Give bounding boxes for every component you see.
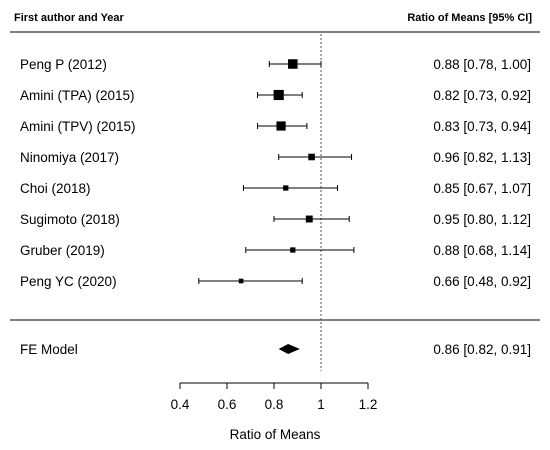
x-tick-label: 0.8 (265, 397, 284, 412)
summary-label: FE Model (20, 342, 78, 357)
study-label: Sugimoto (2018) (20, 212, 120, 227)
study-ci-text: 0.95 [0.80, 1.12] (433, 212, 531, 227)
study-label: Amini (TPV) (2015) (20, 119, 136, 134)
study-label: Gruber (2019) (20, 243, 105, 258)
x-tick-label: 0.4 (171, 397, 190, 412)
study-estimate-marker (305, 215, 313, 223)
study-ci-text: 0.83 [0.73, 0.94] (433, 119, 531, 134)
study-estimate-marker (238, 278, 244, 284)
study-ci-text: 0.66 [0.48, 0.92] (433, 274, 531, 289)
estimate-column-header: Ratio of Means [95% CI] (407, 12, 532, 24)
study-ci-text: 0.88 [0.78, 1.00] (433, 57, 531, 72)
study-ci-text: 0.88 [0.68, 1.14] (433, 243, 531, 258)
study-column-header: First author and Year (14, 12, 125, 24)
study-label: Peng YC (2020) (20, 274, 117, 289)
study-estimate-marker (273, 89, 284, 101)
study-estimate-marker (290, 247, 296, 253)
x-tick-label: 1.2 (359, 397, 378, 412)
summary-ci-text: 0.86 [0.82, 0.91] (433, 342, 531, 357)
study-ci-text: 0.96 [0.82, 1.13] (433, 150, 531, 165)
study-estimate-marker (276, 121, 286, 131)
study-estimate-marker (308, 153, 315, 161)
plot-area: Peng P (2012) 0.88 [0.78, 1.00] Amini (TPA… (20, 34, 531, 412)
x-axis-label: Ratio of Means (230, 427, 321, 442)
study-estimate-marker (283, 185, 289, 191)
study-label: Choi (2018) (20, 181, 91, 196)
summary-diamond (278, 344, 300, 354)
study-estimate-marker (288, 59, 298, 69)
x-tick-label: 1 (317, 397, 325, 412)
study-label: Ninomiya (2017) (20, 150, 119, 165)
study-ci-text: 0.85 [0.67, 1.07] (433, 181, 531, 196)
study-label: Amini (TPA) (2015) (20, 88, 135, 103)
study-label: Peng P (2012) (20, 57, 107, 72)
x-tick-label: 0.6 (218, 397, 237, 412)
study-ci-text: 0.82 [0.73, 0.92] (433, 88, 531, 103)
